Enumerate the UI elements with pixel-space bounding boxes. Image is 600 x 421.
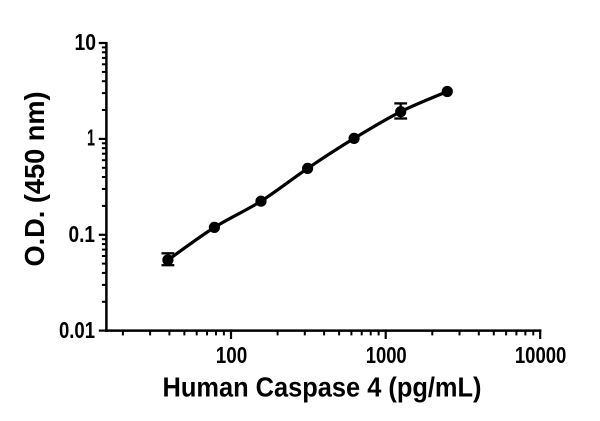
svg-text:1000: 1000 [366,342,407,368]
svg-text:100: 100 [216,342,248,368]
svg-text:10: 10 [75,29,97,55]
svg-text:1: 1 [87,125,95,151]
svg-text:O.D. (450 nm): O.D. (450 nm) [19,92,50,267]
svg-text:10000: 10000 [515,342,567,368]
svg-text:Human Caspase 4 (pg/mL): Human Caspase 4 (pg/mL) [163,372,482,403]
svg-text:0.1: 0.1 [69,221,96,247]
svg-text:0.01: 0.01 [59,317,95,343]
